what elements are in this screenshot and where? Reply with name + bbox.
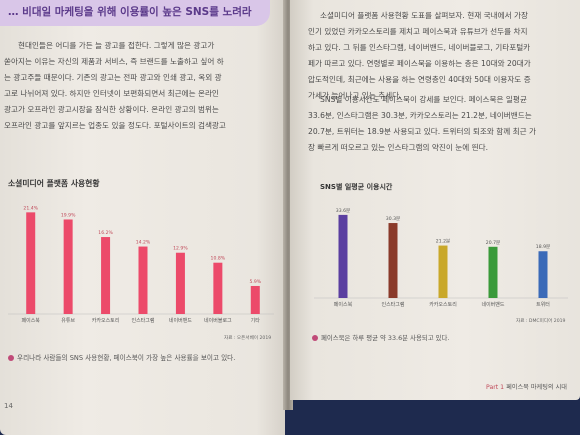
caption-bullet-icon <box>312 335 318 341</box>
text-line: 오프라인 광고를 앞지르는 업종도 있을 정도다. 포털사이트의 검색광고 <box>4 121 226 130</box>
bar <box>138 246 148 314</box>
platform-usage-chart-svg: 21.4% 페이스북 19.9% 유튜브 16.2% 카카오스토리 14.2% 인스타그램 12… <box>8 205 274 324</box>
category-label: 페이스북 <box>22 317 41 324</box>
bar <box>26 212 36 314</box>
bar <box>63 219 73 314</box>
bar-value-label: 19.9% <box>61 212 76 218</box>
caption-text: 페이스북은 하루 평균 약 33.6분 사용되고 있다. <box>321 334 450 342</box>
bar <box>101 237 111 314</box>
text-line: 고로 나뉘어져 있다. 하지만 인터넷이 보편화되면서 최근에는 온라인 <box>4 89 219 98</box>
category-label: 카카오스토리 <box>429 301 457 308</box>
category-label: 카카오스토리 <box>92 317 120 324</box>
text-line: 가세가 늘어나고 있는 추세다. <box>308 91 402 100</box>
category-label: 유튜브 <box>61 318 75 324</box>
category-label: 페이스북 <box>334 301 353 308</box>
bar <box>538 251 548 298</box>
left-paragraph: 현대인들은 어디를 가든 늘 광고를 접한다. 그렇게 많은 광고가 쏟아지는 … <box>4 38 276 134</box>
right-page: 소셜미디어 플랫폼 사용현황 도표를 살펴보자. 현재 국내에서 가장 인기 있… <box>290 0 580 400</box>
platform-usage-chart: 21.4% 페이스북 19.9% 유튜브 16.2% 카카오스토리 14.2% 인스타그램 12… <box>4 192 276 332</box>
left-page: … 비대일 마케팅을 위해 이용률이 높은 SNS를 노려라 현대인들은 어디를… <box>0 0 285 435</box>
right-paragraph: 소셜미디어 플랫폼 사용현황 도표를 살펴보자. 현재 국내에서 가장 인기 있… <box>308 8 570 104</box>
bar-value-label: 20.7분 <box>486 240 500 246</box>
category-label: 네이버블로그 <box>204 317 232 324</box>
chart-title: 소셜미디어 플랫폼 사용현황 <box>8 179 100 188</box>
category-label: 네이버밴드 <box>169 317 192 324</box>
text-line: 하고 있다. 그 뒤를 인스타그램, 네이버밴드, 네이버블로그, 기타포털카 <box>308 43 531 52</box>
figure-caption: 우리나라 사람들의 SNS 사용현황, 페이스북이 가장 높은 사용률을 보이고… <box>8 352 235 362</box>
category-label: 기타 <box>251 317 261 324</box>
section-title: … 비대일 마케팅을 위해 이용률이 높은 SNS를 노려라 <box>8 6 252 18</box>
figure-caption: 페이스북은 하루 평균 약 33.6분 사용되고 있다. <box>312 333 449 342</box>
section-banner: … 비대일 마케팅을 위해 이용률이 높은 SNS를 노려라 <box>0 0 270 26</box>
text-line: 는 광고주들 때문이다. 기존의 광고는 전파 광고와 인쇄 광고, 옥외 광 <box>4 73 222 82</box>
bar <box>250 285 260 314</box>
bar-value-label: 14.2% <box>136 240 151 246</box>
bar <box>488 246 498 298</box>
text-line: 인기 있었던 카카오스토리를 제치고 페이스북과 유튜브가 선두를 차지 <box>308 27 528 36</box>
bar-value-label: 10.8% <box>211 256 226 262</box>
footer-part-label: Part 1 <box>486 384 505 391</box>
category-label: 인스타그램 <box>381 301 404 308</box>
text-line: 소셜미디어 플랫폼 사용현황 도표를 살펴보자. 현재 국내에서 가장 <box>320 11 528 20</box>
bar-value-label: 16.2% <box>98 230 113 236</box>
book-gutter <box>283 0 293 410</box>
chart-source: 자료 : DMC미디어 2019 <box>516 319 566 324</box>
text-line: 20.7분, 트위터는 18.9분 사용되고 있다. 트위터의 퇴조와 함께 최… <box>308 127 537 136</box>
text-line: 압도적인데, 최근에는 사용을 하는 연령층인 40대와 50대 이용자도 증 <box>308 75 531 84</box>
right-paragraph-2: SNS별 이용시간도 페이스북이 강세를 보인다. 페이스북은 일평균 33.6… <box>308 92 570 156</box>
bar-value-label: 33.6분 <box>336 208 350 214</box>
chart-title: SNS별 일평균 이용시간 <box>320 183 393 191</box>
bar <box>338 214 348 298</box>
bar <box>213 262 223 314</box>
text-line: 페가 따르고 있다. 연령별로 페이스북을 이용하는 층은 10대와 20대가 <box>308 59 531 68</box>
bar <box>438 245 448 298</box>
chart-source: 자료 : 오픈서베이 2019 <box>224 336 272 341</box>
category-label: 트위터 <box>536 301 550 308</box>
caption-text: 우리나라 사람들의 SNS 사용현황, 페이스북이 가장 높은 사용률을 보이고… <box>17 354 236 362</box>
text-line: 현대인들은 어디를 가든 늘 광고를 접한다. 그렇게 많은 광고가 <box>18 41 215 50</box>
bar <box>175 252 185 314</box>
running-footer: Part 1 페이스북 마케팅의 시대 <box>486 382 567 391</box>
category-label: 인스타그램 <box>131 317 154 324</box>
bar-value-label: 21.2분 <box>436 239 450 245</box>
text-line: 33.6분, 인스타그램은 30.3분, 카카오스토리는 21.2분, 네이버밴… <box>308 111 532 120</box>
footer-chapter-title: 페이스북 마케팅의 시대 <box>506 384 567 391</box>
text-line: 광고가 오프라인 광고시장을 잠식한 상황이다. 온라인 광고의 범위는 <box>4 105 219 114</box>
text-line: SNS별 이용시간도 페이스북이 강세를 보인다. 페이스북은 일평균 <box>320 95 527 104</box>
bar-value-label: 30.3분 <box>386 216 400 222</box>
text-line: 장 빠르게 떠오르고 있는 인스타그램의 약진이 눈에 띈다. <box>308 143 488 152</box>
bar-value-label: 18.9분 <box>536 244 550 250</box>
page-number: 14 <box>4 402 13 410</box>
text-line: 쏟아지는 이유는 자신의 제품과 서비스, 즉 브랜드를 노출하고 싶어 하 <box>4 57 224 66</box>
bar <box>388 223 398 298</box>
bar-value-label: 5.9% <box>249 279 261 285</box>
bar-value-label: 12.9% <box>173 246 188 252</box>
category-label: 네이버밴드 <box>481 301 504 308</box>
caption-bullet-icon <box>8 355 14 361</box>
bar-value-label: 21.4% <box>23 205 38 211</box>
